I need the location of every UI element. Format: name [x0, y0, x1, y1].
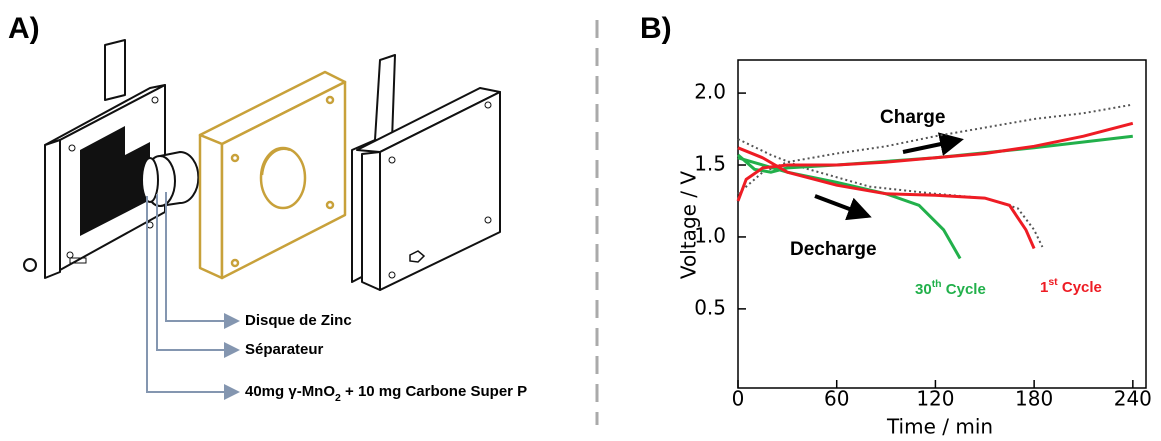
annotation-part: th	[932, 278, 942, 290]
callout-label-part: 2	[335, 392, 341, 404]
annotation: 30th Cycle	[915, 278, 986, 298]
callout-label-part: 40mg γ-MnO	[245, 383, 335, 400]
panel-label: B)	[640, 12, 672, 45]
y-tick-label: 1.0	[694, 223, 726, 247]
cell-diagram	[23, 39, 501, 291]
callout-label-part: Disque de Zinc	[245, 312, 352, 329]
arrows	[814, 132, 964, 221]
callout-label-part: Séparateur	[245, 341, 324, 358]
x-tick-label: 240	[1114, 387, 1152, 411]
y-tick-label: 0.5	[694, 295, 726, 319]
callout-label: Séparateur	[245, 341, 324, 358]
data-line	[737, 134, 1133, 174]
callout-label: Disque de Zinc	[245, 312, 352, 329]
annotation: Decharge	[790, 239, 877, 260]
annotation-part: Cycle	[1058, 279, 1102, 296]
callout-label: 40mg γ-MnO2 + 10 mg Carbone Super P	[245, 383, 527, 404]
annotation-part: 30	[915, 281, 932, 298]
annotation-part: Charge	[880, 107, 945, 128]
annotation-part: 1	[1040, 279, 1048, 296]
data-line	[736, 121, 1134, 202]
x-tick-label: 60	[824, 387, 849, 411]
y-tick-label: 1.5	[694, 152, 726, 176]
annotation-part: st	[1048, 276, 1058, 288]
annotation-part: Decharge	[790, 239, 877, 260]
annotation-part: Cycle	[942, 281, 986, 298]
x-tick-label: 120	[916, 387, 954, 411]
callout-lines	[146, 192, 240, 400]
annotation: Charge	[880, 107, 945, 128]
plot-frame	[737, 59, 1147, 389]
x-tick-label: 180	[1015, 387, 1053, 411]
y-tick-label: 2.0	[694, 80, 726, 104]
callout-label-part: + 10 mg Carbone Super P	[341, 383, 527, 400]
data-line	[737, 146, 1036, 250]
annotation: 1st Cycle	[1040, 276, 1102, 296]
x-tick-label: 0	[732, 387, 745, 411]
x-axis-label: Time / min	[886, 415, 993, 439]
y-axis-label: Voltage / V	[677, 171, 701, 279]
panel-label: A)	[8, 12, 40, 45]
